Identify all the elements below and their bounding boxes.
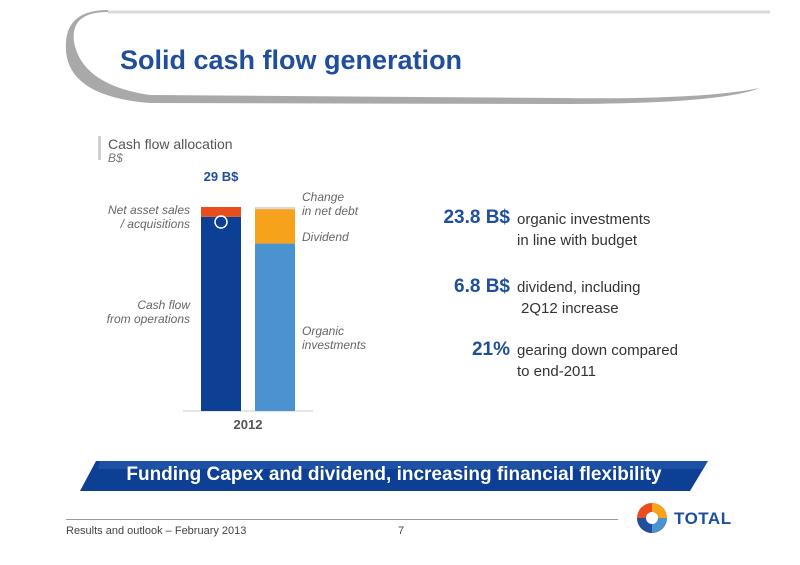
bar-segment-organic-investments [255, 243, 295, 411]
x-tick-2012: 2012 [234, 417, 263, 432]
chart-unit: B$ [108, 151, 123, 165]
highlight-value-dividend: 6.8 B$ [454, 276, 510, 297]
bar-segment-change-in-net-debt [255, 207, 295, 210]
highlight-value-organic: 23.8 B$ [443, 207, 510, 228]
slide-title: Solid cash flow generation [120, 45, 463, 75]
footer-text: Results and outlook – February 2013 [66, 525, 247, 537]
bar-segment-net-asset-sales-acquisitions [201, 207, 241, 217]
footer-divider [66, 519, 618, 520]
title-swoosh [65, 10, 770, 104]
highlight-value-gearing: 21% [471, 339, 510, 360]
cash-flow-chart: 29 B$ 2012 [183, 169, 313, 432]
page-number: 7 [398, 525, 405, 537]
chart-title: Cash flow allocation [108, 136, 233, 152]
highlight-desc-organic: organic investments in line with budget [517, 211, 651, 249]
total-logo-icon [637, 503, 667, 533]
total-label: 29 B$ [204, 169, 239, 184]
chart-header-marker [98, 136, 101, 160]
highlight-desc-gearing: gearing down compared to end-2011 [517, 342, 678, 380]
asset-sales-marker [214, 215, 228, 229]
label-change-net-debt: Change in net debt [302, 190, 359, 218]
total-logo-text: TOTAL [674, 509, 732, 528]
highlight-desc-dividend: dividend, including 2Q12 increase [517, 279, 641, 317]
bar-segment-cash-flow-from-operations [201, 216, 241, 411]
bar-group [201, 207, 295, 411]
bar-segment-dividend [255, 209, 295, 244]
label-dividend: Dividend [302, 230, 349, 244]
label-cash-flow-ops: Cash flow from operations [106, 298, 190, 326]
label-organic-investments: Organic investments [302, 324, 367, 352]
banner-shape [80, 461, 708, 491]
banner-text: Funding Capex and dividend, increasing f… [126, 464, 662, 485]
label-net-asset-sales: Net asset sales / acquisitions [107, 203, 190, 231]
